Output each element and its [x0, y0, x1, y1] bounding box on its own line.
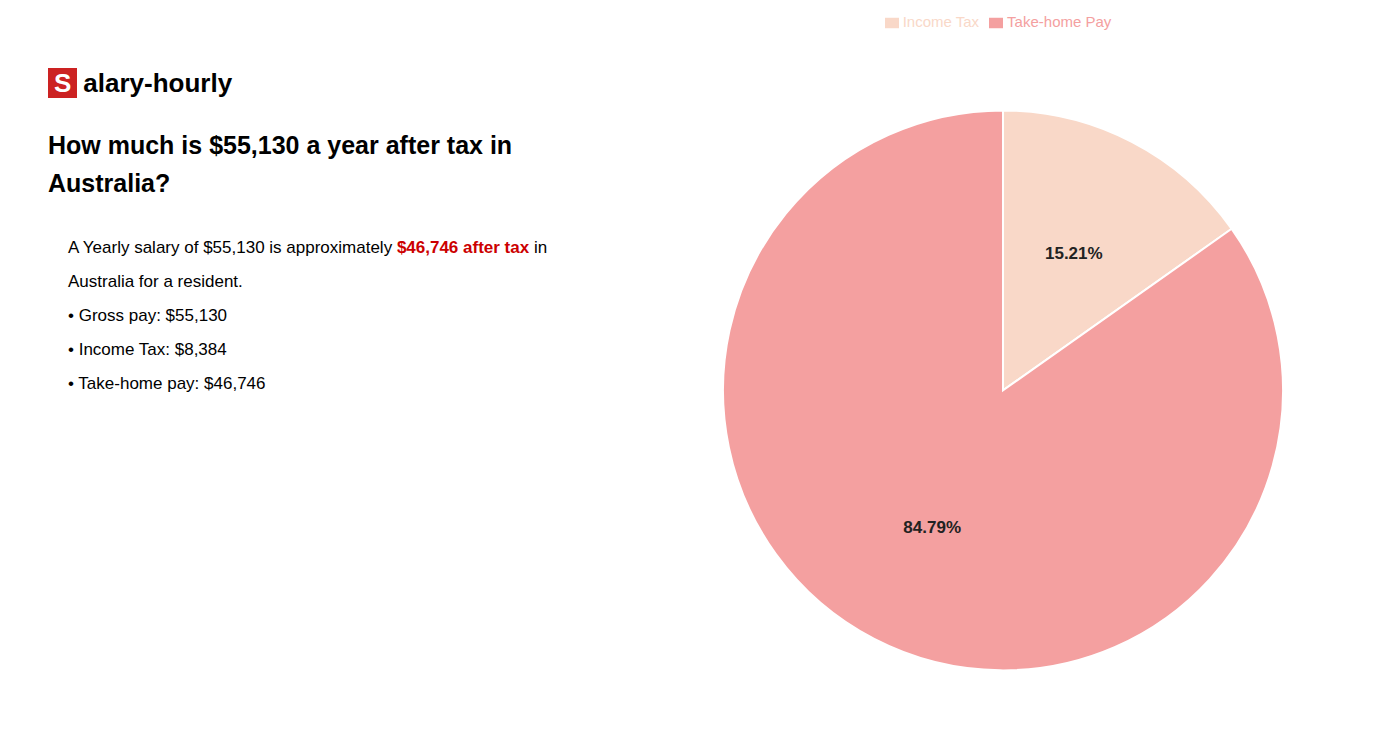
- html-text:A Yearly salary of $55,130 is: A Yearly salary of $55,130 is approximat…: [68, 238, 548, 257]
- html-text:S: S: [54, 68, 72, 98]
- html-text:How much is $55,130 a year aft: How much is $55,130 a year after tax in: [48, 131, 513, 159]
- svg-text:84.79%: 84.79%: [903, 518, 961, 537]
- html-text:Take-home Pay: Take-home Pay: [1007, 13, 1112, 30]
- html-text:• Take-home pay: $46,746: • Take-home pay: $46,746: [68, 374, 266, 393]
- html-text:alary-hourly: alary-hourly: [83, 68, 233, 98]
- html-text:Australia for a resident.: Australia for a resident.: [68, 272, 243, 291]
- html-text:Australia?: Australia?: [48, 168, 171, 197]
- svg-text:15.21%: 15.21%: [1045, 244, 1103, 263]
- html-text:• Gross pay: $55,130: • Gross pay: $55,130: [68, 306, 227, 325]
- html-text:• Income Tax: $8,384: • Income Tax: $8,384: [68, 340, 227, 359]
- html-text:Income Tax: Income Tax: [902, 13, 980, 30]
